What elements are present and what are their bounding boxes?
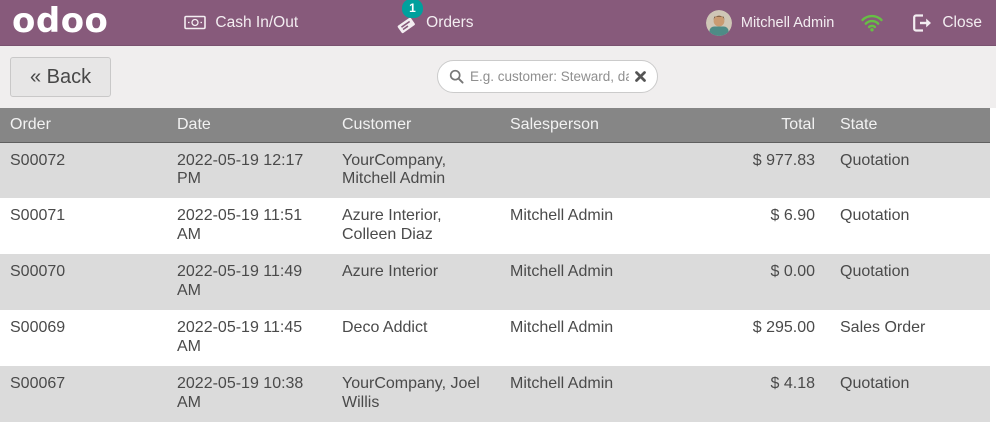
order-state: Quotation [840, 263, 910, 280]
order-customer: Azure Interior, Colleen Diaz [342, 207, 442, 243]
column-header-salesperson: Salesperson [500, 108, 655, 143]
order-id: S00067 [10, 375, 66, 392]
order-total: $ 6.90 [770, 207, 815, 224]
order-state: Quotation [840, 151, 910, 169]
close-label: Close [942, 13, 982, 31]
column-header-order: Order [0, 108, 167, 143]
order-total: $ 0.00 [770, 263, 815, 280]
order-state: Quotation [840, 375, 910, 392]
order-id: S00069 [10, 319, 66, 336]
orders-table: Order Date Customer Salesperson Total St… [0, 108, 990, 422]
close-button[interactable]: Close [912, 14, 982, 32]
toolbar: « Back [0, 46, 996, 108]
order-date: 2022-05-19 11:45 AM [177, 319, 303, 355]
orders-label: Orders [426, 13, 474, 31]
order-date: 2022-05-19 12:17 PM [177, 151, 304, 188]
order-date: 2022-05-19 11:49 AM [177, 263, 303, 299]
column-header-state: State [820, 108, 990, 143]
order-total: $ 977.83 [752, 151, 815, 169]
banknote-icon [184, 15, 207, 30]
order-date: 2022-05-19 10:38 AM [177, 375, 304, 411]
user-menu[interactable]: Mitchell Admin [705, 9, 835, 36]
order-customer: Azure Interior [342, 263, 439, 280]
column-header-date: Date [167, 108, 332, 143]
order-row[interactable]: S00067 2022-05-19 10:38 AM YourCompany, … [0, 366, 990, 422]
order-salesperson: Mitchell Admin [510, 207, 614, 224]
column-header-customer: Customer [332, 108, 500, 143]
cash-in-out-button[interactable]: Cash In/Out [184, 14, 298, 32]
column-header-total: Total [655, 108, 820, 143]
order-total: $ 295.00 [752, 319, 815, 336]
search-box[interactable] [437, 60, 658, 93]
odoo-logo: odoo [12, 0, 109, 41]
order-salesperson [500, 142, 655, 198]
order-salesperson: Mitchell Admin [510, 319, 614, 336]
order-state: Sales Order [840, 319, 926, 336]
order-state: Quotation [840, 207, 910, 224]
clear-search-icon[interactable] [635, 71, 646, 82]
order-row[interactable]: S00069 2022-05-19 11:45 AM Deco Addict M… [0, 310, 990, 366]
orders-button[interactable]: 1 Orders [395, 0, 474, 34]
avatar [705, 9, 732, 36]
order-id: S00072 [10, 151, 66, 169]
search-input[interactable] [470, 69, 629, 84]
wifi-icon[interactable] [860, 13, 884, 32]
order-id: S00071 [10, 207, 66, 224]
order-customer: Deco Addict [342, 319, 428, 336]
order-row[interactable]: S00072 2022-05-19 12:17 PM YourCompany, … [0, 142, 990, 198]
order-salesperson: Mitchell Admin [510, 375, 614, 392]
search-icon [449, 69, 464, 84]
order-id: S00070 [10, 263, 66, 280]
cash-in-out-label: Cash In/Out [215, 13, 299, 31]
back-button[interactable]: « Back [10, 57, 112, 97]
ticket-icon: 1 [395, 0, 423, 34]
order-salesperson: Mitchell Admin [510, 263, 614, 280]
orders-count-badge: 1 [402, 0, 423, 18]
topbar: odoo Cash In/Out 1 Orders [0, 0, 996, 46]
order-row[interactable]: S00071 2022-05-19 11:51 AM Azure Interio… [0, 198, 990, 254]
order-total: $ 4.18 [770, 375, 815, 392]
order-customer: YourCompany, Mitchell Admin [342, 151, 447, 188]
order-row[interactable]: S00070 2022-05-19 11:49 AM Azure Interio… [0, 254, 990, 310]
username: Mitchell Admin [740, 14, 835, 31]
order-customer: YourCompany, Joel Willis [342, 375, 480, 411]
orders-table-header: Order Date Customer Salesperson Total St… [0, 108, 990, 143]
order-date: 2022-05-19 11:51 AM [177, 207, 303, 243]
sign-out-icon [912, 13, 933, 32]
